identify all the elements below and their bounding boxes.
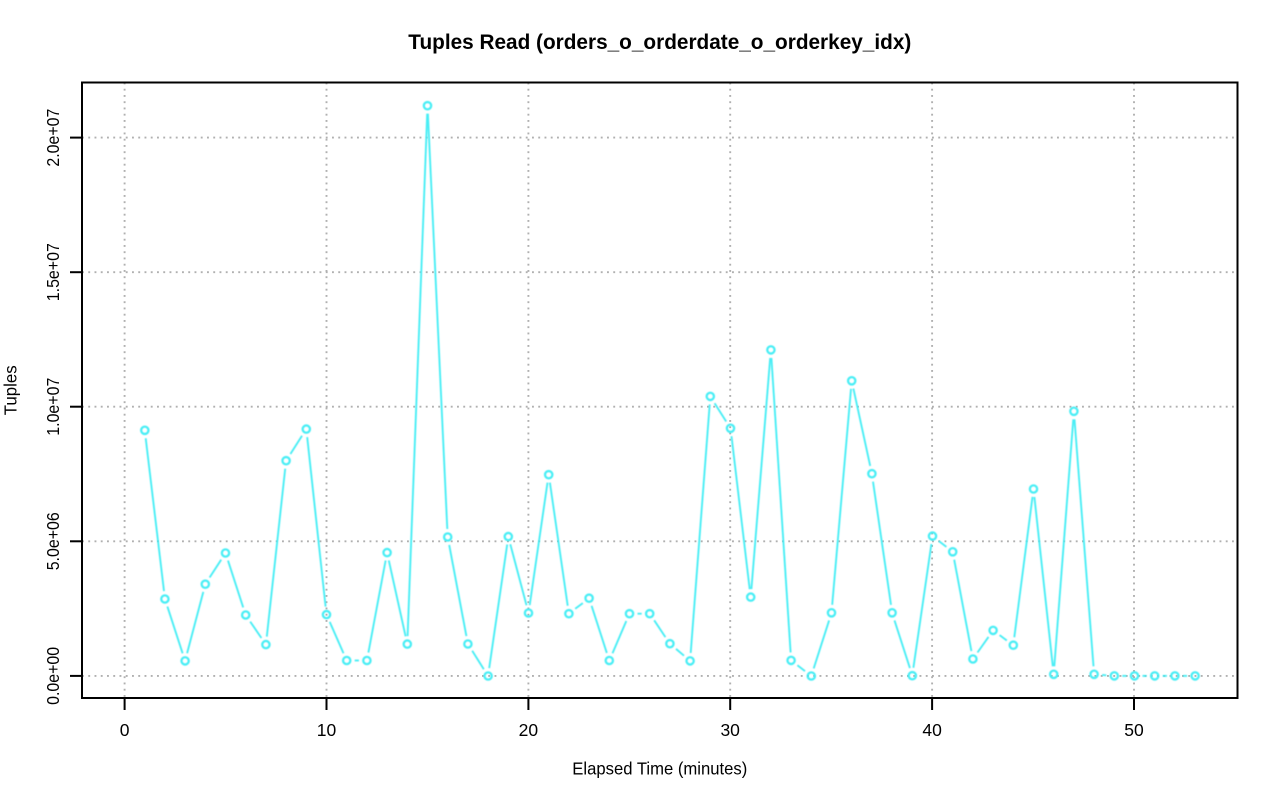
- svg-text:50: 50: [1124, 720, 1144, 740]
- svg-text:0: 0: [120, 720, 130, 740]
- svg-text:20: 20: [519, 720, 539, 740]
- svg-text:Elapsed Time (minutes): Elapsed Time (minutes): [572, 759, 747, 779]
- svg-text:0.0e+00: 0.0e+00: [43, 647, 63, 705]
- svg-text:2.0e+07: 2.0e+07: [43, 109, 63, 167]
- svg-text:1.5e+07: 1.5e+07: [43, 243, 63, 301]
- svg-text:Tuples: Tuples: [1, 365, 21, 415]
- svg-text:Tuples Read (orders_o_orderdat: Tuples Read (orders_o_orderdate_o_orderk…: [408, 31, 911, 54]
- svg-text:30: 30: [720, 720, 740, 740]
- svg-text:10: 10: [317, 720, 337, 740]
- svg-text:40: 40: [922, 720, 942, 740]
- svg-text:1.0e+07: 1.0e+07: [43, 378, 63, 436]
- svg-text:5.0e+06: 5.0e+06: [43, 512, 63, 570]
